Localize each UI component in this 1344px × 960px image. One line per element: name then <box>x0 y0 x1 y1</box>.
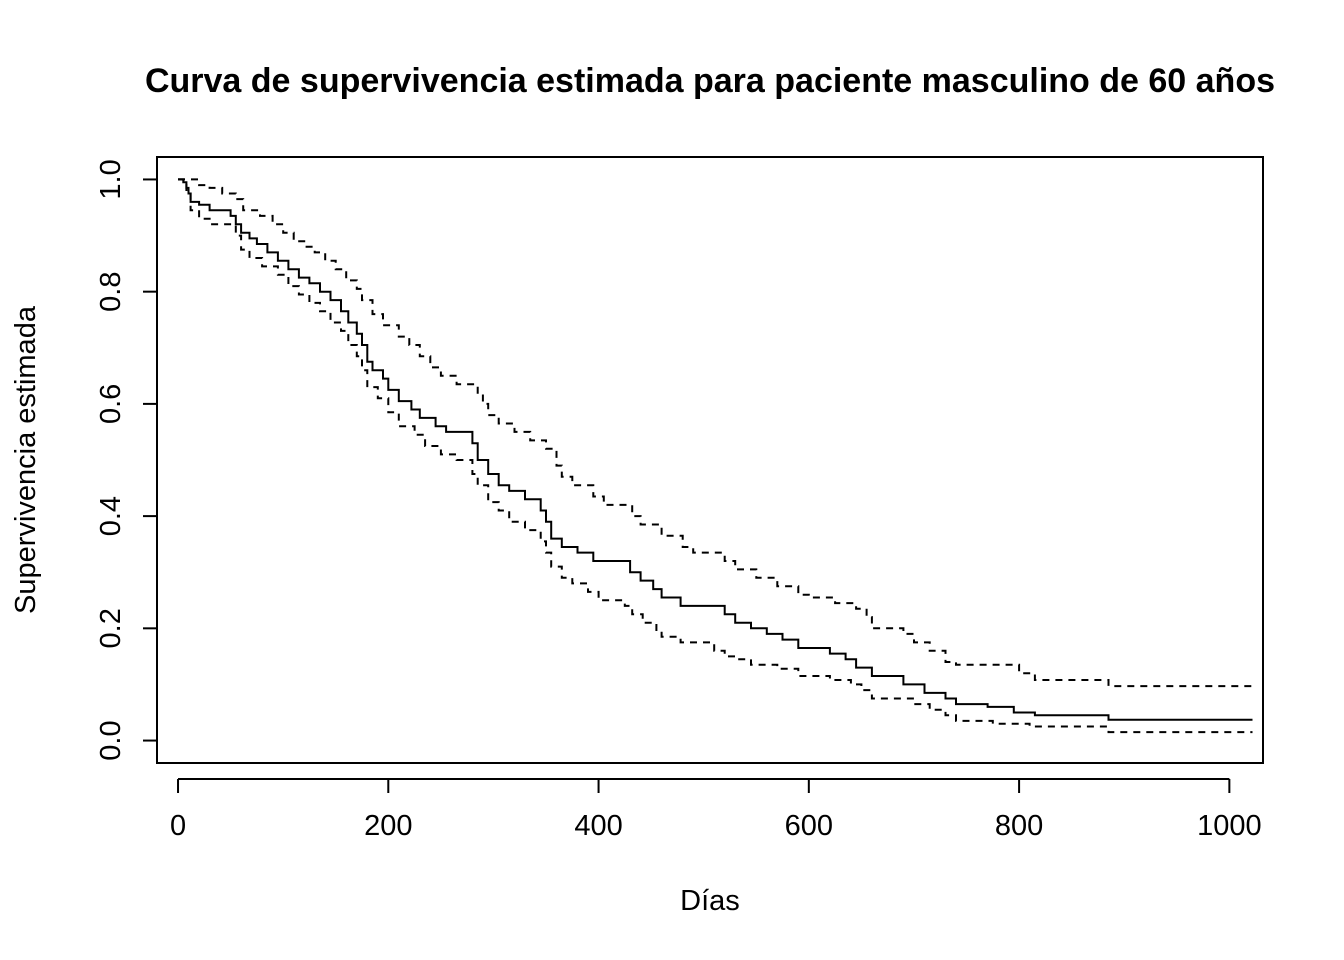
plot-frame <box>156 156 1264 764</box>
y-axis: 0.0 0.2 0.4 0.6 0.8 1.0 <box>95 159 158 761</box>
x-tick-label: 800 <box>995 810 1043 842</box>
x-tick-label: 0 <box>170 810 186 842</box>
x-tick-label: 1000 <box>1197 810 1262 842</box>
series-group <box>178 178 1253 734</box>
x-tick-label: 200 <box>364 810 412 842</box>
y-tick-label: 0.4 <box>95 496 127 536</box>
x-axis: 0 200 400 600 800 1000 <box>170 778 1262 842</box>
y-tick-label: 1.0 <box>95 159 127 199</box>
y-tick-label: 0.2 <box>95 608 127 648</box>
y-tick-label: 0.6 <box>95 384 127 424</box>
x-tick-label: 600 <box>785 810 833 842</box>
x-tick-label: 400 <box>574 810 622 842</box>
y-tick-label: 0.0 <box>95 720 127 760</box>
y-tick-label: 0.8 <box>95 272 127 312</box>
y-axis-label: Supervivencia estimada <box>10 305 42 614</box>
chart-title: Curva de supervivencia estimada para pac… <box>145 62 1275 100</box>
upper-ci-line <box>178 178 1253 688</box>
survival-curve-line <box>178 178 1253 721</box>
lower-ci-line <box>178 178 1253 734</box>
x-axis-label: Días <box>680 885 740 917</box>
